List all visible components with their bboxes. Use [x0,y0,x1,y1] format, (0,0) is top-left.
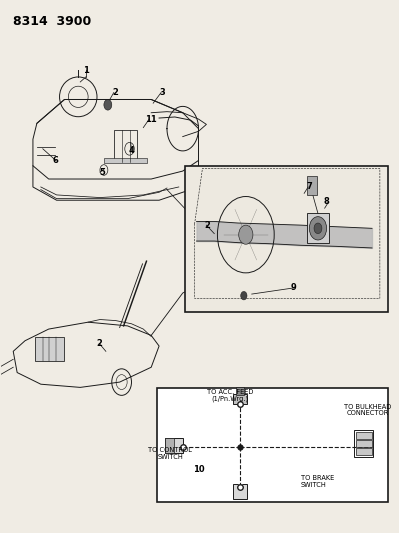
Text: TO ACC. FEED: TO ACC. FEED [207,389,253,395]
Text: 4: 4 [128,147,134,156]
Bar [114,130,137,161]
Text: 9: 9 [291,283,297,292]
Text: CONNECTOR: CONNECTOR [347,410,389,416]
Text: 10: 10 [193,465,204,473]
Bar [356,440,372,447]
Circle shape [314,223,322,233]
Bar [307,176,317,195]
Bar [356,432,372,439]
Text: SWITCH: SWITCH [157,454,183,459]
Text: TO BULKHEAD: TO BULKHEAD [344,403,392,410]
Circle shape [104,100,112,110]
Circle shape [241,292,247,300]
Text: 11: 11 [144,115,156,124]
Bar [233,394,247,405]
Bar [233,484,247,499]
Bar [165,438,174,453]
Text: SWITCH: SWITCH [301,482,327,488]
Text: TO CONTROL: TO CONTROL [148,447,192,453]
Text: 2: 2 [96,339,102,348]
Circle shape [239,225,253,244]
Text: 7: 7 [306,182,312,191]
Bar [307,214,329,243]
Text: 2: 2 [113,88,119,97]
Text: (1/Pn.Wrg.): (1/Pn.Wrg.) [211,395,249,402]
Text: 5: 5 [99,167,105,176]
Bar [165,438,183,453]
Bar [236,387,244,395]
Text: 8314  3900: 8314 3900 [13,14,91,28]
Circle shape [309,216,327,240]
Text: 2: 2 [204,221,210,230]
Text: TO BRAKE: TO BRAKE [301,475,334,481]
Text: 6: 6 [53,156,59,165]
Bar [104,158,147,163]
Text: 1: 1 [83,66,89,75]
Bar [354,430,373,457]
Text: 3: 3 [159,88,165,97]
Bar [157,389,388,503]
Text: 8: 8 [324,197,330,206]
Bar [35,337,65,361]
Bar [185,166,388,312]
Bar [356,448,372,455]
